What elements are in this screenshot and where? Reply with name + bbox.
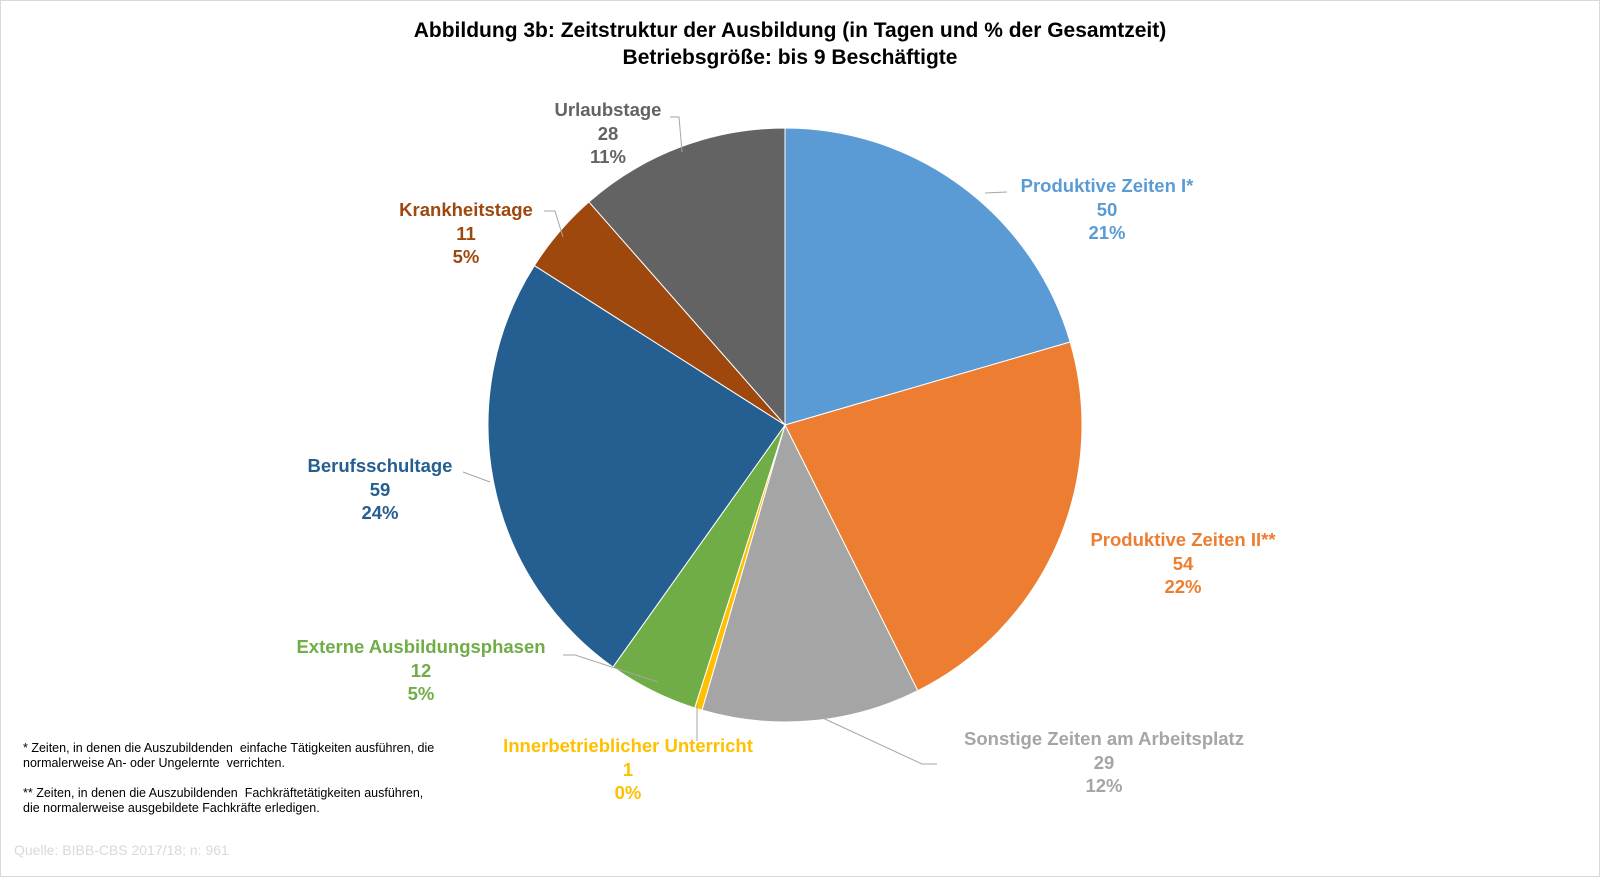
slice-value: 54 bbox=[1172, 552, 1194, 574]
slice-value: 1 bbox=[622, 758, 634, 780]
slice-label: Innerbetrieblicher Unterricht bbox=[503, 735, 753, 756]
leader-line-krankheit bbox=[544, 210, 564, 238]
slice-percent: 21% bbox=[1088, 222, 1126, 243]
slice-percent: 5% bbox=[452, 246, 480, 267]
data-label-urlaubstage: Urlaubstage 28 11% bbox=[398, 98, 818, 169]
footnote-1-line-1: * Zeiten, in denen die Auszubildenden ei… bbox=[23, 741, 435, 755]
slice-label: Produktive Zeiten I* bbox=[1020, 175, 1194, 196]
slice-percent: 24% bbox=[361, 502, 399, 523]
slice-value: 50 bbox=[1096, 198, 1118, 220]
leader-lines bbox=[462, 116, 1008, 765]
chart-subtitle: Betriebsgröße: bis 9 Beschäftigte bbox=[622, 46, 958, 69]
data-label-sonstige-zeiten: Sonstige Zeiten am Arbeitsplatz 29 12% bbox=[894, 727, 1314, 798]
footnote-1-line-2: normalerweise An- oder Ungelernte verric… bbox=[23, 756, 285, 770]
slice-value: 29 bbox=[1093, 751, 1115, 773]
data-label-produktive-zeiten-1: Produktive Zeiten I* 50 21% bbox=[897, 174, 1317, 245]
source-note: Quelle: BIBB-CBS 2017/18; n: 961 bbox=[14, 842, 229, 858]
pie-slice-produktive-zeiten-ii bbox=[784, 341, 1083, 692]
data-label-innerbetrieblicher-unterricht: Innerbetrieblicher Unterricht 1 0% bbox=[418, 734, 838, 805]
slice-percent: 12% bbox=[1085, 775, 1123, 796]
data-label-krankheitstage: Krankheitstage 11 5% bbox=[256, 198, 676, 269]
footnote-1: * Zeiten, in denen die Auszubildenden ei… bbox=[23, 741, 434, 771]
footnote-2-line-2: die normalerweise ausgebildete Fachkräft… bbox=[23, 801, 320, 815]
footnote-2-line-1: ** Zeiten, in denen die Auszubildenden F… bbox=[23, 786, 424, 800]
leader-line-berufsschul bbox=[462, 471, 491, 483]
slice-value: 11 bbox=[456, 222, 476, 244]
slice-label: Krankheitstage bbox=[399, 199, 533, 220]
pie-slice-urlaubstage bbox=[588, 127, 786, 427]
slice-label: Produktive Zeiten II** bbox=[1090, 529, 1276, 550]
leader-line-externe bbox=[563, 654, 659, 683]
slice-percent: 0% bbox=[614, 782, 642, 803]
slice-label: Urlaubstage bbox=[554, 99, 662, 120]
slice-value: 12 bbox=[410, 659, 432, 681]
chart-title: Abbildung 3b: Zeitstruktur der Ausbildun… bbox=[413, 19, 1167, 42]
pie-slice-produktive-zeiten-i bbox=[784, 127, 1071, 426]
slice-value: 28 bbox=[597, 122, 619, 144]
footnote-2: ** Zeiten, in denen die Auszubildenden F… bbox=[23, 786, 423, 816]
slice-percent: 11% bbox=[589, 146, 626, 167]
pie-slice-berufsschultage bbox=[487, 264, 786, 668]
data-label-berufsschultage: Berufsschultage 59 24% bbox=[170, 454, 590, 525]
data-label-produktive-zeiten-2: Produktive Zeiten II** 54 22% bbox=[973, 528, 1393, 599]
leader-line-produktiv1 bbox=[984, 191, 1008, 194]
slice-label: Externe Ausbildungsphasen bbox=[296, 636, 546, 657]
slice-label: Berufsschultage bbox=[307, 455, 453, 476]
slice-percent: 22% bbox=[1164, 576, 1202, 597]
leader-line-sonstige bbox=[811, 712, 937, 765]
data-label-externe-ausbildungsphasen: Externe Ausbildungsphasen 12 5% bbox=[211, 635, 631, 706]
leader-line-urlaub bbox=[670, 116, 683, 153]
slice-value: 59 bbox=[369, 478, 391, 500]
slice-percent: 5% bbox=[407, 683, 435, 704]
slice-label: Sonstige Zeiten am Arbeitsplatz bbox=[964, 728, 1244, 749]
pie-slice-sonstige-zeiten-am-arbeitsplatz bbox=[701, 423, 919, 723]
